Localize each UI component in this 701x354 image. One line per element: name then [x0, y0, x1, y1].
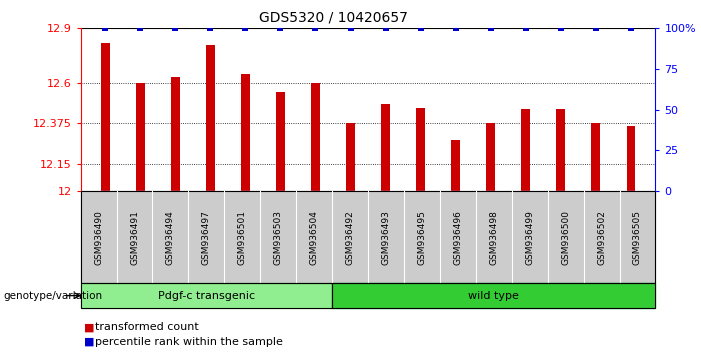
Text: GSM936505: GSM936505: [633, 210, 642, 265]
Text: GSM936497: GSM936497: [202, 210, 211, 265]
Bar: [486, 123, 495, 191]
Text: wild type: wild type: [468, 291, 519, 301]
Text: GSM936501: GSM936501: [238, 210, 247, 265]
Bar: [206, 45, 215, 191]
Bar: [171, 77, 179, 191]
Bar: [627, 126, 635, 191]
Text: GSM936503: GSM936503: [273, 210, 283, 265]
Text: GDS5320 / 10420657: GDS5320 / 10420657: [259, 11, 407, 25]
Text: Pdgf-c transgenic: Pdgf-c transgenic: [158, 291, 255, 301]
Text: genotype/variation: genotype/variation: [4, 291, 102, 301]
Bar: [381, 104, 390, 191]
Text: GSM936500: GSM936500: [561, 210, 570, 265]
Bar: [346, 123, 355, 191]
Text: GSM936495: GSM936495: [417, 210, 426, 265]
Text: GSM936492: GSM936492: [346, 210, 355, 264]
Text: GSM936502: GSM936502: [597, 210, 606, 265]
Bar: [101, 43, 109, 191]
Text: GSM936491: GSM936491: [130, 210, 139, 265]
Bar: [311, 82, 320, 191]
Bar: [557, 109, 565, 191]
Text: GSM936494: GSM936494: [166, 210, 175, 264]
Text: percentile rank within the sample: percentile rank within the sample: [95, 337, 283, 347]
Text: GSM936499: GSM936499: [525, 210, 534, 265]
Text: ■: ■: [84, 322, 95, 332]
Bar: [416, 108, 425, 191]
Bar: [451, 141, 460, 191]
Bar: [522, 109, 530, 191]
Text: transformed count: transformed count: [95, 322, 198, 332]
Text: ■: ■: [84, 337, 95, 347]
Text: GSM936504: GSM936504: [310, 210, 319, 265]
Text: GSM936490: GSM936490: [94, 210, 103, 265]
Bar: [241, 74, 250, 191]
Text: GSM936496: GSM936496: [454, 210, 463, 265]
Bar: [136, 82, 144, 191]
Bar: [276, 92, 285, 191]
Bar: [592, 123, 600, 191]
Text: GSM936498: GSM936498: [489, 210, 498, 265]
Text: GSM936493: GSM936493: [381, 210, 390, 265]
